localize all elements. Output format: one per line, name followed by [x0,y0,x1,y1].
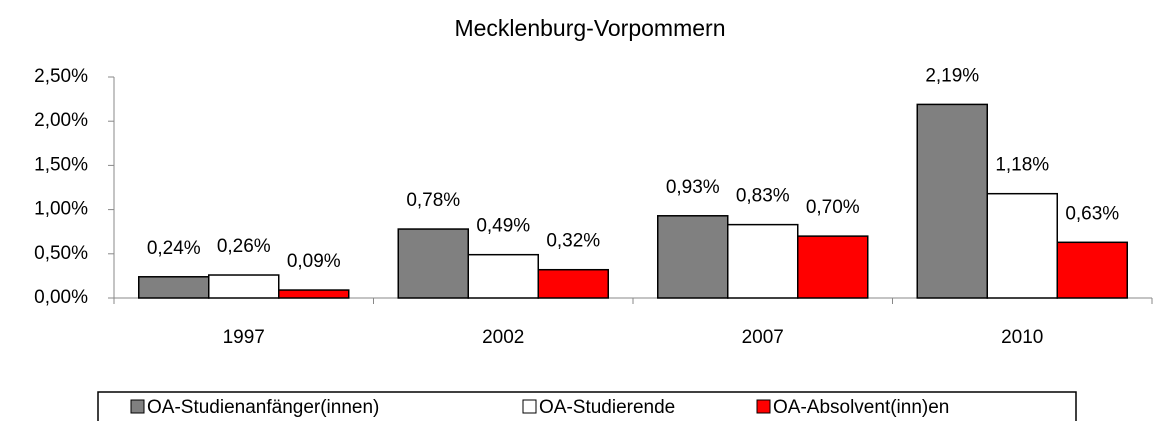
y-tick-label: 2,50% [34,66,88,87]
data-label: 0,63% [1065,203,1119,224]
bar [537,268,609,299]
legend-label: OA-Studienanfänger(innen) [147,397,379,418]
legend-swatch [130,399,145,414]
x-tick-label: 2010 [1001,327,1043,348]
bar [657,215,729,299]
bar [727,223,799,299]
y-tick-label: 0,00% [34,287,88,308]
bar [797,235,869,299]
legend-box [97,391,1077,421]
bar [208,274,280,299]
chart-title: Mecklenburg-Vorpommern [454,15,725,41]
legend-swatch [522,399,537,414]
y-tick-label: 2,00% [34,110,88,131]
data-label: 2,19% [925,65,979,86]
data-label: 0,09% [287,251,341,272]
bar [986,192,1058,299]
data-label: 0,24% [147,238,201,259]
legend-label: OA-Studierende [539,397,675,418]
bar [1056,241,1128,299]
bar [467,253,539,299]
x-tick-label: 1997 [223,327,265,348]
data-label: 0,49% [476,216,530,237]
data-label: 0,26% [217,236,271,257]
bar [278,289,350,299]
x-tick-label: 2002 [482,327,524,348]
data-label: 1,18% [995,155,1049,176]
bar [138,276,210,299]
y-tick-label: 1,50% [34,154,88,175]
y-tick-label: 0,50% [34,243,88,264]
data-label: 0,83% [736,186,790,207]
data-label: 0,93% [666,177,720,198]
bar [916,103,988,299]
bar [397,228,469,299]
y-tick-label: 1,00% [34,199,88,220]
data-label: 0,78% [406,190,460,211]
legend-label: OA-Absolvent(inn)en [773,397,949,418]
legend-swatch [756,399,771,414]
data-label: 0,70% [806,197,860,218]
x-tick-label: 2007 [742,327,784,348]
data-label: 0,32% [546,231,600,252]
